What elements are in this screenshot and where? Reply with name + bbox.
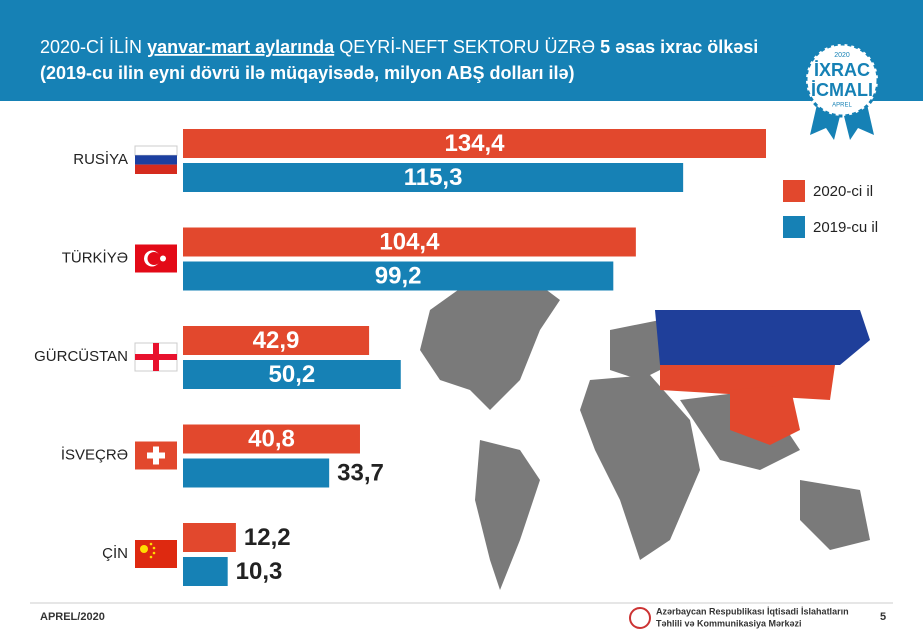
bar bbox=[183, 163, 684, 192]
footer-org: Təhlili və Kommunikasiya Mərkəzi bbox=[656, 618, 802, 628]
value-label: 115,3 bbox=[404, 164, 463, 191]
legend-label: 2020-ci il bbox=[813, 183, 873, 200]
category-label: ÇİN bbox=[102, 544, 128, 562]
value-label: 10,3 bbox=[236, 558, 283, 585]
flag bbox=[135, 354, 177, 360]
category-label: İSVEÇRƏ bbox=[61, 445, 128, 463]
value-label: 134,4 bbox=[444, 130, 505, 157]
chart-title: 2020-Cİ İLİN yanvar-mart aylarında QEYRİ… bbox=[40, 37, 758, 57]
footer-date: APREL/2020 bbox=[40, 611, 105, 623]
emblem bbox=[629, 607, 651, 629]
world-map bbox=[420, 270, 870, 590]
flag bbox=[135, 155, 177, 165]
footer-org: Azərbaycan Respublikası İqtisadi İslahat… bbox=[656, 606, 849, 616]
flag bbox=[135, 540, 177, 568]
flag bbox=[152, 551, 156, 555]
badge-text: İXRAC bbox=[814, 60, 870, 80]
legend-label: 2019-cu il bbox=[813, 219, 878, 236]
title-part: QEYRİ-NEFT SEKTORU ÜZRƏ bbox=[339, 37, 595, 57]
flag bbox=[147, 252, 161, 265]
flag bbox=[160, 255, 166, 262]
title-part: 2020-Cİ İLİN bbox=[40, 37, 142, 57]
badge-text: İCMALI bbox=[811, 80, 873, 100]
flag bbox=[135, 164, 177, 174]
bar bbox=[183, 326, 370, 355]
category-label: GÜRCÜSTAN bbox=[34, 347, 128, 365]
legend-swatch bbox=[783, 216, 805, 238]
title-part: 5 əsas ixrac ölkəsi bbox=[600, 37, 758, 57]
badge-year: 2020 bbox=[834, 52, 850, 59]
page-number: 5 bbox=[880, 611, 886, 623]
bar bbox=[183, 424, 360, 454]
chart-subtitle: (2019-cu ilin eyni dövrü ilə müqayisədə,… bbox=[40, 63, 574, 83]
value-label: 33,7 bbox=[337, 459, 384, 486]
bar bbox=[183, 360, 401, 389]
bar bbox=[183, 227, 636, 257]
value-label: 12,2 bbox=[244, 524, 291, 551]
badge: 2020 İXRAC İCMALI APREL bbox=[804, 42, 880, 140]
flag bbox=[152, 546, 156, 550]
bar bbox=[183, 129, 766, 158]
value-label: 104,4 bbox=[379, 228, 440, 255]
bar bbox=[183, 458, 330, 488]
bar bbox=[183, 557, 228, 586]
category-label: RUSİYA bbox=[73, 150, 128, 168]
bar bbox=[183, 261, 614, 291]
flag bbox=[140, 545, 148, 553]
legend-swatch bbox=[783, 180, 805, 202]
flag bbox=[134, 145, 178, 156]
value-label: 99,2 bbox=[375, 262, 422, 289]
flag bbox=[149, 555, 153, 559]
bar bbox=[183, 523, 236, 552]
flag bbox=[147, 452, 165, 459]
value-label: 42,9 bbox=[253, 327, 300, 354]
badge-month: APREL bbox=[832, 103, 852, 109]
header-band bbox=[0, 0, 923, 101]
value-label: 40,8 bbox=[248, 425, 295, 452]
flag bbox=[149, 542, 153, 546]
category-label: TÜRKİYƏ bbox=[62, 248, 128, 266]
value-label: 50,2 bbox=[269, 361, 316, 388]
title-part: yanvar-mart aylarında bbox=[147, 37, 335, 57]
